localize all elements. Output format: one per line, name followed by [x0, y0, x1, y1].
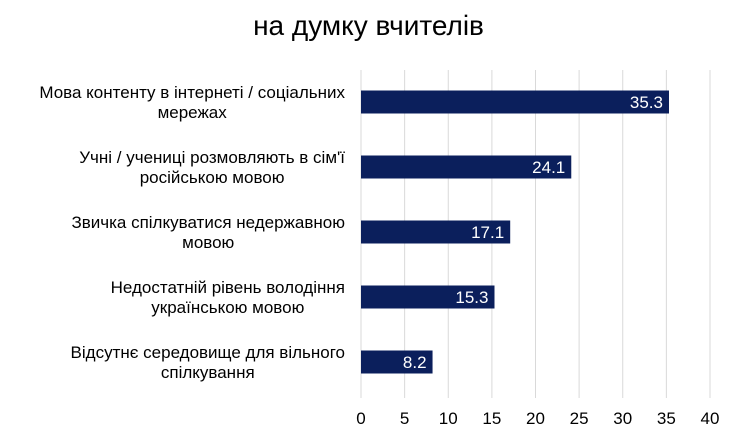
x-tick-label: 10: [439, 409, 458, 428]
category-label-line: Мова контенту в інтернеті / соціальних: [39, 83, 345, 102]
category-label-line: українською мовою: [151, 298, 304, 317]
category-label-line: Відсутнє середовище для вільного: [71, 343, 345, 362]
data-label: 15.3: [455, 288, 488, 307]
x-tick-label: 25: [570, 409, 589, 428]
data-label: 35.3: [630, 93, 663, 112]
category-label: Недостатній рівень володіння українською …: [111, 278, 345, 317]
category-label-line: спілкування: [161, 363, 255, 382]
x-tick-label: 30: [613, 409, 632, 428]
x-tick-label: 5: [400, 409, 409, 428]
bar: [361, 285, 495, 309]
bar: [361, 155, 572, 179]
data-label: 24.1: [532, 158, 565, 177]
data-label: 17.1: [471, 223, 504, 242]
chart-title: на думку вчителів: [253, 10, 484, 41]
bar: [361, 350, 433, 374]
category-label: Звичка спілкуватися недержавною мовою: [71, 213, 345, 252]
bars: 35.3 24.1 17.1 15.3 8.2: [361, 90, 669, 374]
category-label-line: мовою: [182, 233, 234, 252]
data-label: 8.2: [403, 353, 427, 372]
category-label-line: російською мовою: [140, 168, 285, 187]
category-label-line: Недостатній рівень володіння: [111, 278, 345, 297]
category-label-line: Звичка спілкуватися недержавною: [71, 213, 345, 232]
x-tick-label: 35: [657, 409, 676, 428]
x-tick-label: 20: [526, 409, 545, 428]
category-label-line: Учні / учениці розмовляють в сім'ї: [79, 148, 345, 167]
category-label-line: мережах: [158, 103, 228, 122]
category-labels: Мова контенту в інтернеті / соціальних ме…: [39, 83, 345, 382]
bar: [361, 90, 669, 114]
x-axis-ticks: 0 5 10 15 20 25 30 35 40: [356, 409, 719, 428]
category-label: Мова контенту в інтернеті / соціальних ме…: [39, 83, 345, 122]
x-tick-label: 15: [482, 409, 501, 428]
x-tick-label: 0: [356, 409, 365, 428]
category-label: Учні / учениці розмовляють в сім'ї російс…: [79, 148, 345, 187]
x-tick-label: 40: [701, 409, 720, 428]
bar: [361, 220, 511, 244]
category-label: Відсутнє середовище для вільного спілкува…: [71, 343, 345, 382]
